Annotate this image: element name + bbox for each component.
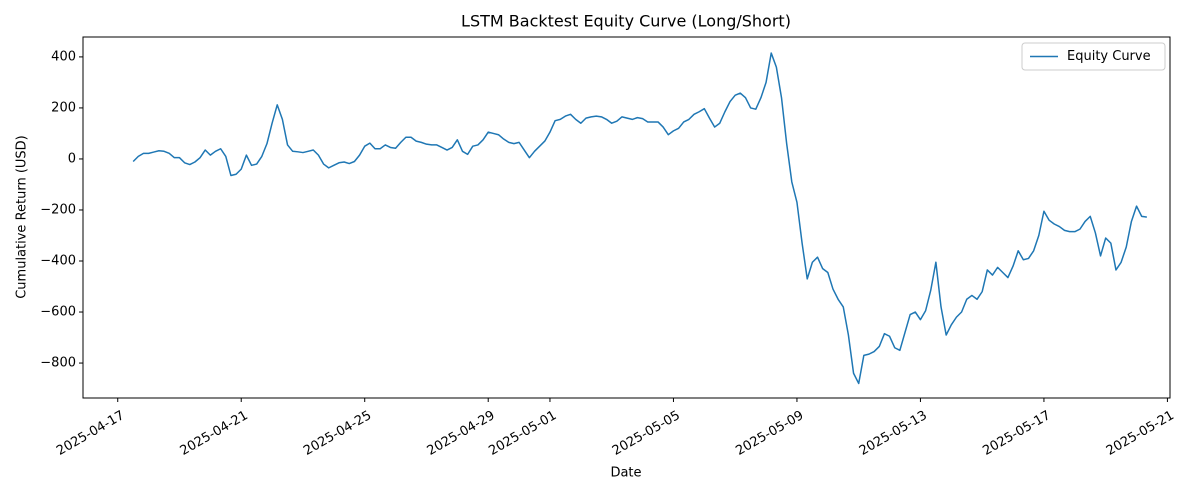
y-axis-label: Cumulative Return (USD) bbox=[15, 135, 30, 299]
x-axis-label: Date bbox=[610, 466, 641, 481]
plot-frame bbox=[82, 36, 1171, 399]
series-line bbox=[132, 52, 1147, 385]
y-tick-label: −200 bbox=[40, 202, 76, 217]
x-tick-label: 2025-05-09 bbox=[733, 408, 806, 459]
x-tick-label: 2025-04-17 bbox=[54, 408, 127, 459]
x-tick-label: 2025-05-17 bbox=[980, 408, 1053, 459]
x-tick-label: 2025-05-01 bbox=[486, 408, 559, 459]
x-tick-label: 2025-05-13 bbox=[857, 408, 930, 459]
legend-box bbox=[1021, 42, 1166, 71]
y-tick-label: 0 bbox=[68, 151, 76, 166]
legend-label: Equity Curve bbox=[1067, 49, 1151, 64]
x-tick-label: 2025-05-05 bbox=[610, 408, 683, 459]
y-tick-label: −400 bbox=[40, 253, 76, 268]
x-tick-label: 2025-05-21 bbox=[1104, 408, 1177, 459]
chart-title: LSTM Backtest Equity Curve (Long/Short) bbox=[461, 12, 791, 31]
y-tick-label: −800 bbox=[40, 356, 76, 371]
y-tick-label: 400 bbox=[51, 49, 76, 64]
y-tick-label: −600 bbox=[40, 305, 76, 320]
y-tick-label: 200 bbox=[51, 100, 76, 115]
x-tick-label: 2025-04-29 bbox=[425, 408, 498, 459]
x-tick-label: 2025-04-21 bbox=[178, 408, 251, 459]
x-tick-label: 2025-04-25 bbox=[301, 408, 374, 459]
